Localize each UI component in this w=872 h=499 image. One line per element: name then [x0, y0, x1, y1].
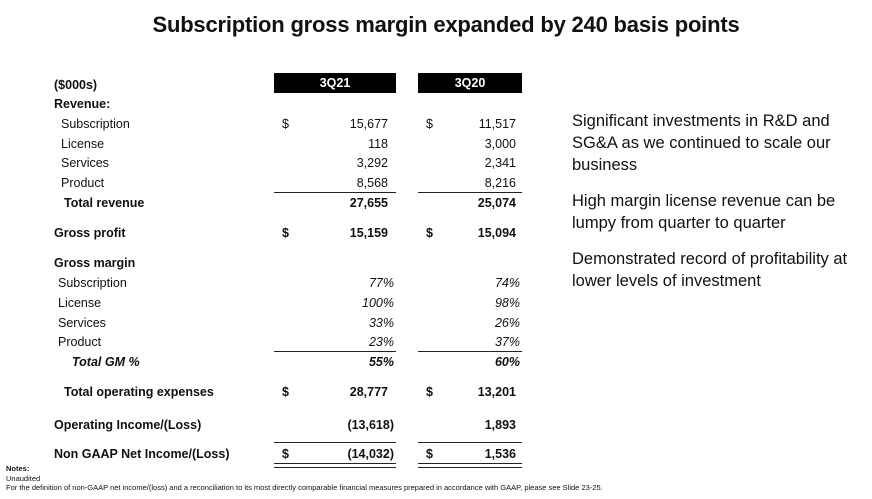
table-row: License 100% 98% [0, 293, 540, 313]
value-3q21: 100% [362, 296, 394, 310]
value-3q21: 15,677 [349, 117, 388, 131]
value-3q21: 27,655 [349, 196, 388, 210]
units-label: ($000s) [54, 78, 98, 92]
value-3q21: 118 [368, 137, 388, 151]
row-label: Product [61, 176, 105, 190]
value-3q20: 74% [494, 276, 520, 290]
value-3q20: 26% [494, 316, 520, 330]
row-label: License [61, 137, 105, 151]
row-label: Total operating expenses [64, 385, 214, 399]
row-label: License [58, 296, 102, 310]
divider [274, 442, 396, 443]
revenue-header: Revenue: [54, 97, 111, 111]
table-row: Operating Income/(Loss) (13,618) 1,893 [0, 415, 540, 435]
slide-title: Subscription gross margin expanded by 24… [152, 12, 740, 37]
value-3q21: 8,568 [356, 176, 388, 190]
row-label: Product [58, 335, 102, 349]
currency-symbol: $ [426, 117, 433, 131]
value-3q21: 55% [368, 355, 394, 369]
table-row: Total revenue 27,655 25,074 [0, 193, 540, 213]
value-3q21: 33% [368, 316, 394, 330]
divider [274, 192, 396, 193]
footnotes: Notes: Unaudited For the definition of n… [6, 464, 603, 493]
key-points: Significant investments in R&D and SG&A … [572, 110, 870, 306]
value-3q21: (14,032) [347, 447, 394, 461]
divider [418, 442, 522, 443]
table-row: Gross profit $ 15,159 $ 15,094 [0, 223, 540, 243]
column-header-3q20: 3Q20 [418, 73, 522, 93]
divider [274, 351, 396, 352]
row-label: Total GM % [72, 355, 140, 369]
row-label: Subscription [58, 276, 127, 290]
value-3q20: 15,094 [477, 226, 516, 240]
currency-symbol: $ [282, 447, 289, 461]
key-point: Significant investments in R&D and SG&A … [572, 112, 831, 174]
divider [418, 351, 522, 352]
table-row: Non GAAP Net Income/(Loss) $ (14,032) $ … [0, 444, 540, 464]
notes-heading: Notes: [6, 464, 30, 473]
row-label: Gross profit [54, 226, 126, 240]
value-3q21: 15,159 [349, 226, 388, 240]
double-underline [274, 463, 396, 468]
financial-table: ($000s) 3Q21 3Q20 Revenue: Subscription … [0, 73, 540, 468]
value-3q20: 1,536 [484, 447, 516, 461]
row-label: Operating Income/(Loss) [54, 418, 202, 432]
currency-symbol: $ [282, 385, 289, 399]
row-label: Total revenue [64, 196, 145, 210]
table-row: Services 3,292 2,341 [0, 153, 540, 173]
value-3q20: 8,216 [484, 176, 516, 190]
table-row: Total operating expenses $ 28,777 $ 13,2… [0, 382, 540, 402]
row-label: Non GAAP Net Income/(Loss) [54, 447, 230, 461]
value-3q20: 60% [494, 355, 520, 369]
value-3q20: 3,000 [484, 137, 516, 151]
value-3q21: 3,292 [356, 156, 388, 170]
value-3q21: (13,618) [347, 418, 394, 432]
value-3q20: 25,074 [477, 196, 516, 210]
gross-margin-header-row: Gross margin [0, 253, 540, 273]
table-row: Services 33% 26% [0, 313, 540, 333]
currency-symbol: $ [426, 447, 433, 461]
revenue-header-row: Revenue: [0, 94, 540, 114]
key-point: High margin license revenue can be lumpy… [572, 192, 836, 232]
row-label: Services [58, 316, 106, 330]
currency-symbol: $ [426, 385, 433, 399]
value-3q20: 2,341 [484, 156, 516, 170]
divider [418, 192, 522, 193]
double-underline [418, 463, 522, 468]
currency-symbol: $ [282, 226, 289, 240]
column-header-3q21: 3Q21 [274, 73, 396, 93]
note-line: For the definition of non-GAAP net incom… [6, 483, 603, 492]
table-row: Subscription 77% 74% [0, 273, 540, 293]
gross-margin-header: Gross margin [54, 256, 136, 270]
value-3q21: 23% [368, 335, 394, 349]
currency-symbol: $ [426, 226, 433, 240]
table-row: Total GM % 55% 60% [0, 352, 540, 372]
table-row: License 118 3,000 [0, 134, 540, 154]
table-row: Product 23% 37% [0, 332, 540, 352]
value-3q21: 28,777 [349, 385, 388, 399]
key-point: Demonstrated record of profitability at … [572, 250, 848, 290]
value-3q20: 1,893 [484, 418, 516, 432]
value-3q20: 98% [494, 296, 520, 310]
table-row: Subscription $ 15,677 $ 11,517 [0, 114, 540, 134]
row-label: Services [61, 156, 109, 170]
units-row: ($000s) [0, 75, 540, 95]
value-3q21: 77% [368, 276, 394, 290]
row-label: Subscription [61, 117, 130, 131]
table-row: Product 8,568 8,216 [0, 173, 540, 193]
value-3q20: 13,201 [477, 385, 516, 399]
note-line: Unaudited [6, 473, 41, 483]
currency-symbol: $ [282, 117, 289, 131]
value-3q20: 11,517 [478, 117, 516, 131]
value-3q20: 37% [494, 335, 520, 349]
